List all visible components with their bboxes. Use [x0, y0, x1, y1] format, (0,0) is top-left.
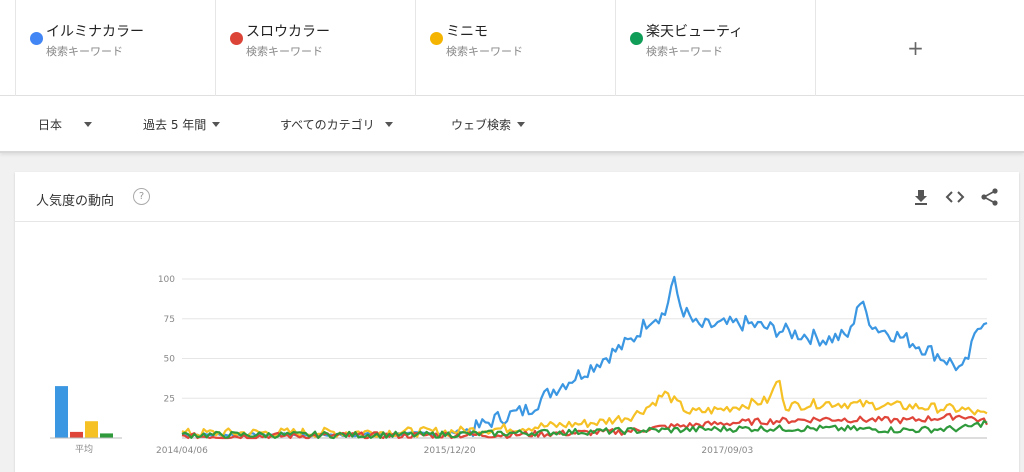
category-label: すべてのカテゴリ — [280, 118, 375, 132]
period-label: 過去 5 年間 — [143, 118, 207, 132]
term-subtitle: 検索キーワード — [446, 45, 523, 58]
filter-bar: 日本 過去 5 年間 すべてのカテゴリ ウェブ検索 — [0, 96, 1024, 153]
term-card-3[interactable]: ミニモ 検索キーワード — [415, 0, 615, 96]
y-tick-label: 25 — [164, 394, 175, 404]
y-tick-label: 50 — [164, 355, 176, 365]
card-title: 人気度の動向 — [36, 194, 115, 209]
x-tick-label: 2015/12/20 — [424, 446, 476, 456]
y-tick-label: 100 — [158, 275, 175, 285]
term-color-dot — [230, 32, 243, 45]
term-subtitle: 検索キーワード — [46, 45, 123, 58]
chevron-down-icon — [84, 122, 93, 127]
average-label: 平均 — [75, 443, 93, 455]
series-line — [181, 275, 988, 438]
average-bar — [100, 433, 113, 438]
search-type-dropdown[interactable]: ウェブ検索 — [451, 116, 526, 133]
period-dropdown[interactable]: 過去 5 年間 — [143, 116, 221, 133]
region-dropdown[interactable]: 日本 — [38, 116, 93, 133]
download-icon[interactable] — [910, 186, 932, 208]
embed-icon[interactable] — [944, 186, 966, 208]
average-bar — [70, 431, 83, 438]
term-name[interactable]: 楽天ビューティ — [646, 24, 744, 40]
y-tick-label: 75 — [164, 315, 175, 325]
category-dropdown[interactable]: すべてのカテゴリ — [280, 116, 393, 133]
share-icon[interactable] — [979, 186, 1001, 208]
x-tick-label: 2014/04/06 — [156, 446, 208, 456]
term-subtitle: 検索キーワード — [246, 45, 323, 58]
average-bar — [85, 421, 98, 438]
term-name[interactable]: ミニモ — [446, 24, 488, 40]
search-type-label: ウェブ検索 — [451, 118, 512, 132]
card-header: 人気度の動向 ? — [15, 172, 1019, 222]
term-subtitle: 検索キーワード — [646, 45, 723, 58]
chevron-down-icon — [384, 122, 393, 127]
search-terms-bar: イルミナカラー 検索キーワード スロウカラー 検索キーワード ミニモ 検索キーワ… — [0, 0, 1024, 96]
help-icon[interactable]: ? — [133, 188, 150, 205]
average-bar — [55, 386, 68, 438]
term-name[interactable]: イルミナカラー — [46, 24, 144, 40]
series-line — [181, 420, 988, 440]
plus-icon: + — [907, 36, 924, 60]
term-color-dot — [30, 32, 43, 45]
term-card-2[interactable]: スロウカラー 検索キーワード — [215, 0, 415, 96]
x-tick-label: 2017/09/03 — [701, 446, 753, 456]
term-color-dot — [430, 32, 443, 45]
term-color-dot — [630, 32, 643, 45]
interest-over-time-card: 人気度の動向 ? 25 50 75 100 2014/04/06 2015/12/20 20… — [15, 172, 1019, 472]
term-name[interactable]: スロウカラー — [246, 24, 330, 40]
term-card-4[interactable]: 楽天ビューティ 検索キーワード — [615, 0, 815, 96]
region-label: 日本 — [38, 118, 63, 132]
term-card-1[interactable]: イルミナカラー 検索キーワード — [15, 0, 215, 96]
add-term-button[interactable]: + — [815, 0, 1015, 96]
chevron-down-icon — [212, 122, 221, 127]
trend-chart: 25 50 75 100 2014/04/06 2015/12/20 2017/09/03 平… — [50, 275, 988, 456]
chevron-down-icon — [517, 122, 526, 127]
